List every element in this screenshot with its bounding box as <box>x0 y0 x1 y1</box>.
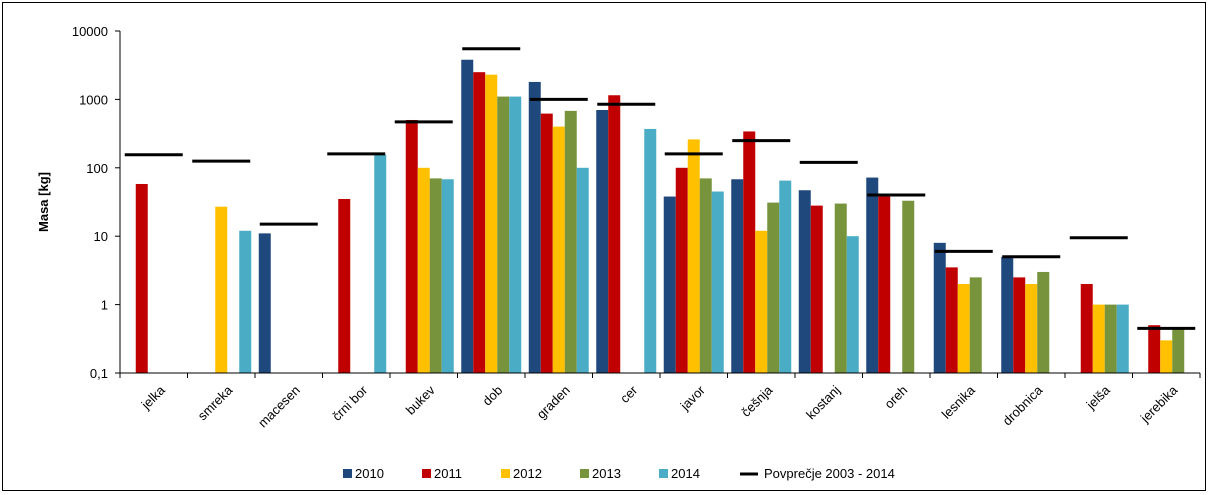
y-tick-label: 0,1 <box>90 366 108 381</box>
bar-2013-13 <box>1037 271 1050 373</box>
bar-2011-6 <box>540 113 553 374</box>
bar-2014-4 <box>441 179 454 373</box>
legend-swatch <box>501 469 510 478</box>
bar-2011-10 <box>810 205 823 373</box>
bar-2011-15 <box>1148 325 1161 373</box>
bar-2012-4 <box>417 167 430 373</box>
bar-2013-10 <box>834 203 847 373</box>
bar-2010-11 <box>866 177 879 373</box>
bar-2012-12 <box>957 284 970 373</box>
y-tick-label: 100 <box>86 161 108 176</box>
bar-2011-14 <box>1080 284 1093 373</box>
bar-2014-9 <box>779 180 792 373</box>
x-tick-label: oreh <box>881 383 910 412</box>
x-tick-label: lesnika <box>939 382 979 422</box>
y-tick-label: 10000 <box>72 24 108 39</box>
legend-label: 2014 <box>671 466 700 481</box>
bar-2010-2 <box>258 233 271 373</box>
legend-swatch <box>580 469 589 478</box>
x-tick-label: dob <box>479 383 505 409</box>
x-tick-label: bukev <box>403 382 438 417</box>
x-tick-label: drobnica <box>999 382 1045 428</box>
bar-2013-12 <box>969 277 982 373</box>
bar-2010-8 <box>663 196 676 373</box>
legend-label: 2011 <box>434 466 462 481</box>
x-tick-label: črni bor <box>329 382 371 424</box>
y-tick-label: 10 <box>94 229 108 244</box>
bar-2014-14 <box>1116 304 1129 373</box>
bar-2011-12 <box>945 267 958 373</box>
x-tick-label: jerebika <box>1137 382 1181 426</box>
bar-2014-1 <box>239 230 252 373</box>
bar-2012-15 <box>1160 340 1173 373</box>
bar-2010-5 <box>461 59 474 374</box>
legend: 2010 2011 2012 2013 2014 Povprečje 2003 - 201… <box>343 466 895 481</box>
bar-2011-3 <box>338 198 351 373</box>
y-axis-title: Masa [kg] <box>36 172 51 232</box>
bar-2011-13 <box>1013 277 1026 373</box>
bar-2013-14 <box>1104 304 1117 373</box>
average-lines-group <box>124 47 1196 330</box>
bar-2014-8 <box>711 191 724 373</box>
bar-2010-6 <box>528 81 541 373</box>
x-tick-label: češnja <box>738 382 776 420</box>
x-tick-label: smreka <box>195 382 236 423</box>
bar-2010-13 <box>1001 256 1014 373</box>
x-tick-label: kostanj <box>803 382 843 422</box>
y-tick-label: 1000 <box>79 92 108 107</box>
legend-label: 2013 <box>592 466 621 481</box>
bar-2012-6 <box>552 126 565 373</box>
x-tick-label: javor <box>677 382 709 414</box>
legend-swatch <box>343 469 352 478</box>
y-tick-label: 1 <box>101 298 108 313</box>
bar-2012-5 <box>485 74 498 374</box>
x-axis-labels: jelka smreka macesen črni bor bukev dob graden… <box>138 382 1181 430</box>
bar-2010-9 <box>731 179 744 373</box>
bar-2012-13 <box>1025 284 1038 373</box>
bar-2011-8 <box>675 167 688 373</box>
bar-2012-9 <box>755 230 768 373</box>
bar-2012-14 <box>1092 304 1105 373</box>
bar-2010-12 <box>933 242 946 373</box>
x-tick-label: jelša <box>1083 382 1114 413</box>
axes <box>119 31 1201 378</box>
legend-swatch <box>422 469 431 478</box>
bar-2013-5 <box>497 96 510 374</box>
bar-2012-8 <box>687 139 700 373</box>
bar-2014-6 <box>576 167 589 373</box>
x-tick-label: graden <box>534 383 573 422</box>
bar-2014-7 <box>644 128 657 373</box>
bars-group <box>135 59 1185 374</box>
bar-2010-10 <box>798 190 811 373</box>
bar-2013-8 <box>699 178 712 373</box>
x-tick-label: macesen <box>255 383 303 431</box>
bar-2011-11 <box>878 196 891 373</box>
legend-label: 2012 <box>513 466 542 481</box>
x-tick-label: cer <box>617 382 641 406</box>
bar-2013-9 <box>767 202 780 373</box>
bar-2011-7 <box>608 95 621 374</box>
bar-2011-0 <box>135 183 148 373</box>
bar-2011-9 <box>743 131 756 373</box>
bar-2014-5 <box>509 96 522 374</box>
x-tick-label: jelka <box>138 382 169 413</box>
bar-2011-5 <box>473 72 486 373</box>
bar-2013-4 <box>429 178 442 373</box>
bar-2014-10 <box>846 236 859 373</box>
legend-label-average: Povprečje 2003 - 2014 <box>764 466 895 481</box>
legend-swatch <box>659 469 668 478</box>
bar-2013-15 <box>1172 328 1185 373</box>
legend-label: 2010 <box>355 466 384 481</box>
bar-2010-7 <box>596 109 609 373</box>
bar-2013-6 <box>564 110 577 374</box>
bar-2013-11 <box>902 200 915 373</box>
bar-2012-1 <box>215 206 228 373</box>
bar-2011-4 <box>405 119 418 373</box>
y-axis-ticks: 0,1 1 10 100 1000 10000 <box>72 24 120 381</box>
bar-2014-3 <box>374 154 387 373</box>
